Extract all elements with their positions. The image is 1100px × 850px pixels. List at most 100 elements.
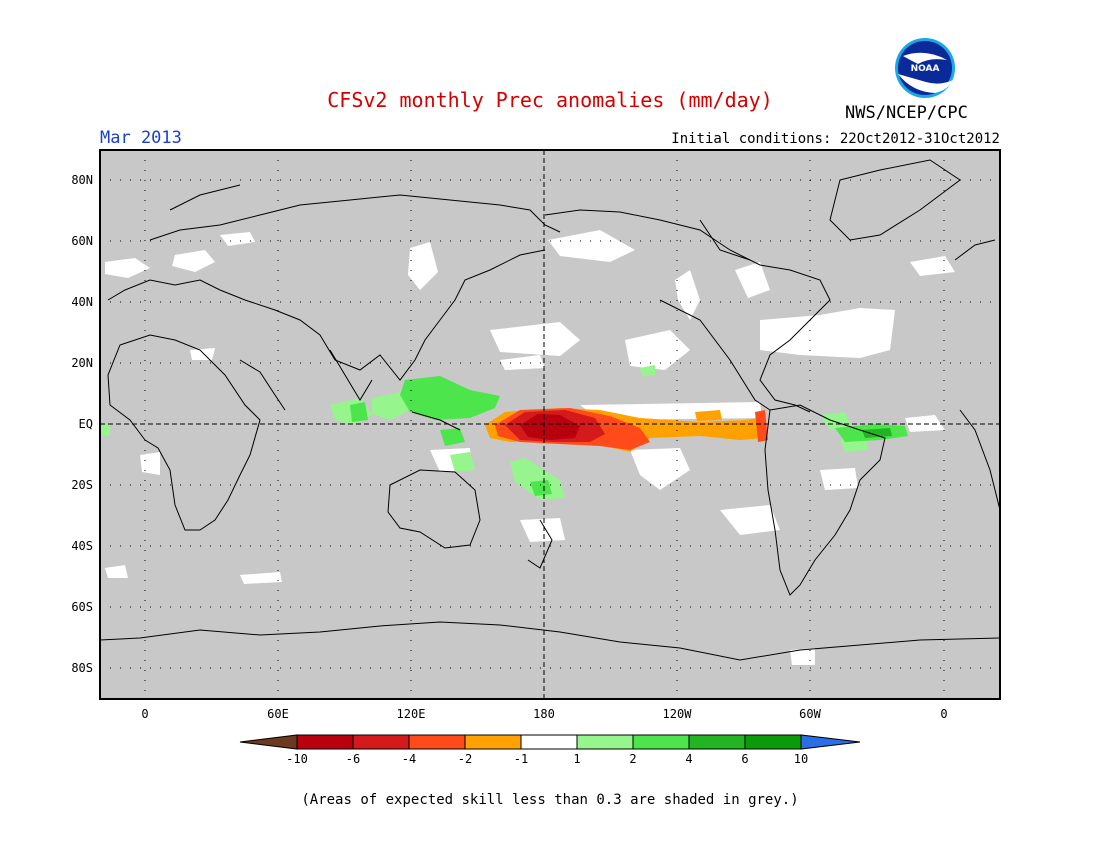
map-title: CFSv2 monthly Prec anomalies (mm/day) [327,88,773,112]
anomaly-patch [630,448,690,490]
initial-conditions: Initial conditions: 22Oct2012-31Oct2012 [671,131,1000,147]
colorbar-label: -10 [286,752,308,766]
anomaly-patch [520,518,565,542]
colorbar: -10 -6 -4 -2 -1 1 2 4 6 10 [239,734,861,766]
anomaly-patch [220,232,255,246]
coastline-layer [99,159,1001,661]
agency-label: NWS/NCEP/CPC [845,103,968,123]
colorbar-label: -1 [514,752,528,766]
longitude-label: 60E [267,707,289,721]
colorbar-label: 2 [629,752,636,766]
latitude-labels: 80N 60N 40N 20N EQ 20S 40S 60S 80S [71,173,93,675]
anomaly-patch [500,355,545,370]
anomaly-patch [735,262,770,298]
anomaly-patch [190,348,215,360]
coastline [829,159,961,241]
latitude-label: 60S [71,600,93,614]
anomaly-patch [172,250,215,272]
noaa-logo-text: NOAA [911,64,940,74]
anomaly-patch [520,414,580,440]
anomaly-patch [695,410,722,421]
anomaly-patch [755,410,768,442]
colorbar-swatch [688,734,746,750]
coastline [239,359,286,411]
longitude-label: 120E [397,707,426,721]
anomaly-patch [408,242,438,290]
latitude-label: 80S [71,661,93,675]
colorbar-swatch [744,734,802,750]
colorbar-label: 6 [741,752,748,766]
latitude-label: 20N [71,356,93,370]
coastline [107,249,546,381]
forecast-month: Mar 2013 [100,128,182,148]
anomaly-patch [548,230,635,262]
skill-note: (Areas of expected skill less than 0.3 a… [301,792,799,808]
longitude-label: 120W [663,707,693,721]
coastline [764,404,886,596]
anomaly-patch [450,452,475,472]
coastline [527,519,553,569]
anomaly-patch [720,505,780,535]
anomaly-patch [640,365,655,376]
anomaly-patch [862,428,892,438]
coastline [107,334,261,531]
latitude-label: EQ [79,417,93,431]
latitude-label: 20S [71,478,93,492]
longitude-label: 60W [799,707,821,721]
coastline [659,299,771,411]
anomaly-patch [440,428,465,446]
anomaly-patch [675,270,700,320]
anomaly-patch [400,376,500,420]
anomaly-patch [510,458,565,500]
colorbar-swatch [520,734,578,750]
anomaly-patch [820,412,850,430]
coastline [954,239,996,261]
coastline [699,219,751,261]
coastline [99,621,1001,661]
colorbar-label: 1 [573,752,580,766]
anomaly-patch [790,648,815,665]
noaa-logo: NOAA [895,38,955,98]
anomaly-patch [105,258,150,278]
anomaly-patch [350,402,368,422]
latitude-label: 40N [71,295,93,309]
colorbar-arrow-left [239,734,298,750]
longitude-label: 0 [141,707,148,721]
anomaly-patch [760,308,895,358]
colorbar-label: 4 [685,752,692,766]
map-frame [99,149,1001,700]
anomaly-patch [140,452,160,475]
coastline [149,194,561,241]
latitude-label: 80N [71,173,93,187]
colorbar-label: -4 [402,752,416,766]
colorbar-swatch [408,734,466,750]
colorbar-label: -2 [458,752,472,766]
anomaly-patch [100,424,110,436]
longitude-label: 180 [533,707,555,721]
anomaly-patch [105,565,128,578]
colorbar-swatch [464,734,522,750]
latitude-label: 40S [71,539,93,553]
colorbar-swatch [296,734,354,750]
longitude-label: 0 [940,707,947,721]
coastline [387,469,481,549]
coastline [544,209,831,413]
graticule-layer [100,150,1000,699]
coastline [411,411,461,431]
colorbar-swatch [352,734,410,750]
anomaly-patch [820,468,858,490]
anomaly-patch [530,480,552,496]
latitude-label: 60N [71,234,93,248]
anomaly-layer [100,230,955,665]
colorbar-swatch [632,734,690,750]
longitude-labels: 0 60E 120E 180 120W 60W 0 [141,707,947,721]
coastline [329,349,373,401]
coastline [169,184,241,211]
anomaly-patch [625,330,690,370]
colorbar-label: 10 [794,752,808,766]
coastline [959,409,1001,511]
colorbar-arrow-right [800,734,861,750]
anomaly-patch [240,572,282,584]
colorbar-label: -6 [346,752,360,766]
